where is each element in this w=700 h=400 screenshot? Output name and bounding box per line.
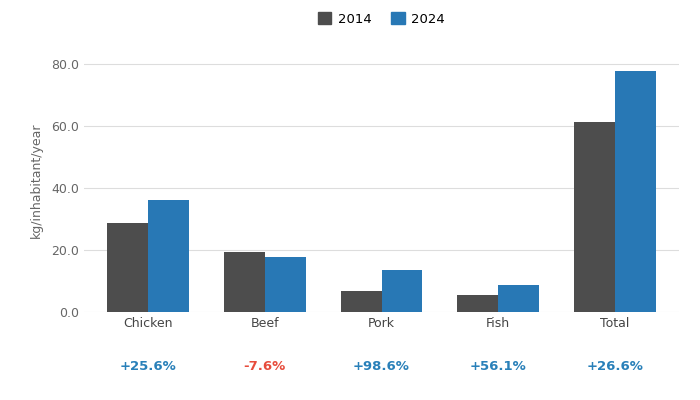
Text: +56.1%: +56.1% [470, 360, 526, 372]
Text: -7.6%: -7.6% [244, 360, 286, 372]
Bar [341, 291, 382, 312]
Bar [148, 200, 189, 312]
Legend: 2014, 2024: 2014, 2024 [313, 7, 450, 31]
Bar [498, 285, 539, 312]
Bar [574, 122, 615, 312]
Bar [265, 257, 306, 312]
Bar [615, 71, 656, 312]
Bar [224, 252, 265, 312]
Y-axis label: kg/inhabitant/year: kg/inhabitant/year [30, 122, 43, 238]
Bar [382, 270, 422, 312]
Text: +98.6%: +98.6% [353, 360, 410, 372]
Bar [457, 295, 498, 312]
Text: +25.6%: +25.6% [120, 360, 176, 372]
Text: +26.6%: +26.6% [587, 360, 643, 372]
Bar [107, 222, 148, 312]
